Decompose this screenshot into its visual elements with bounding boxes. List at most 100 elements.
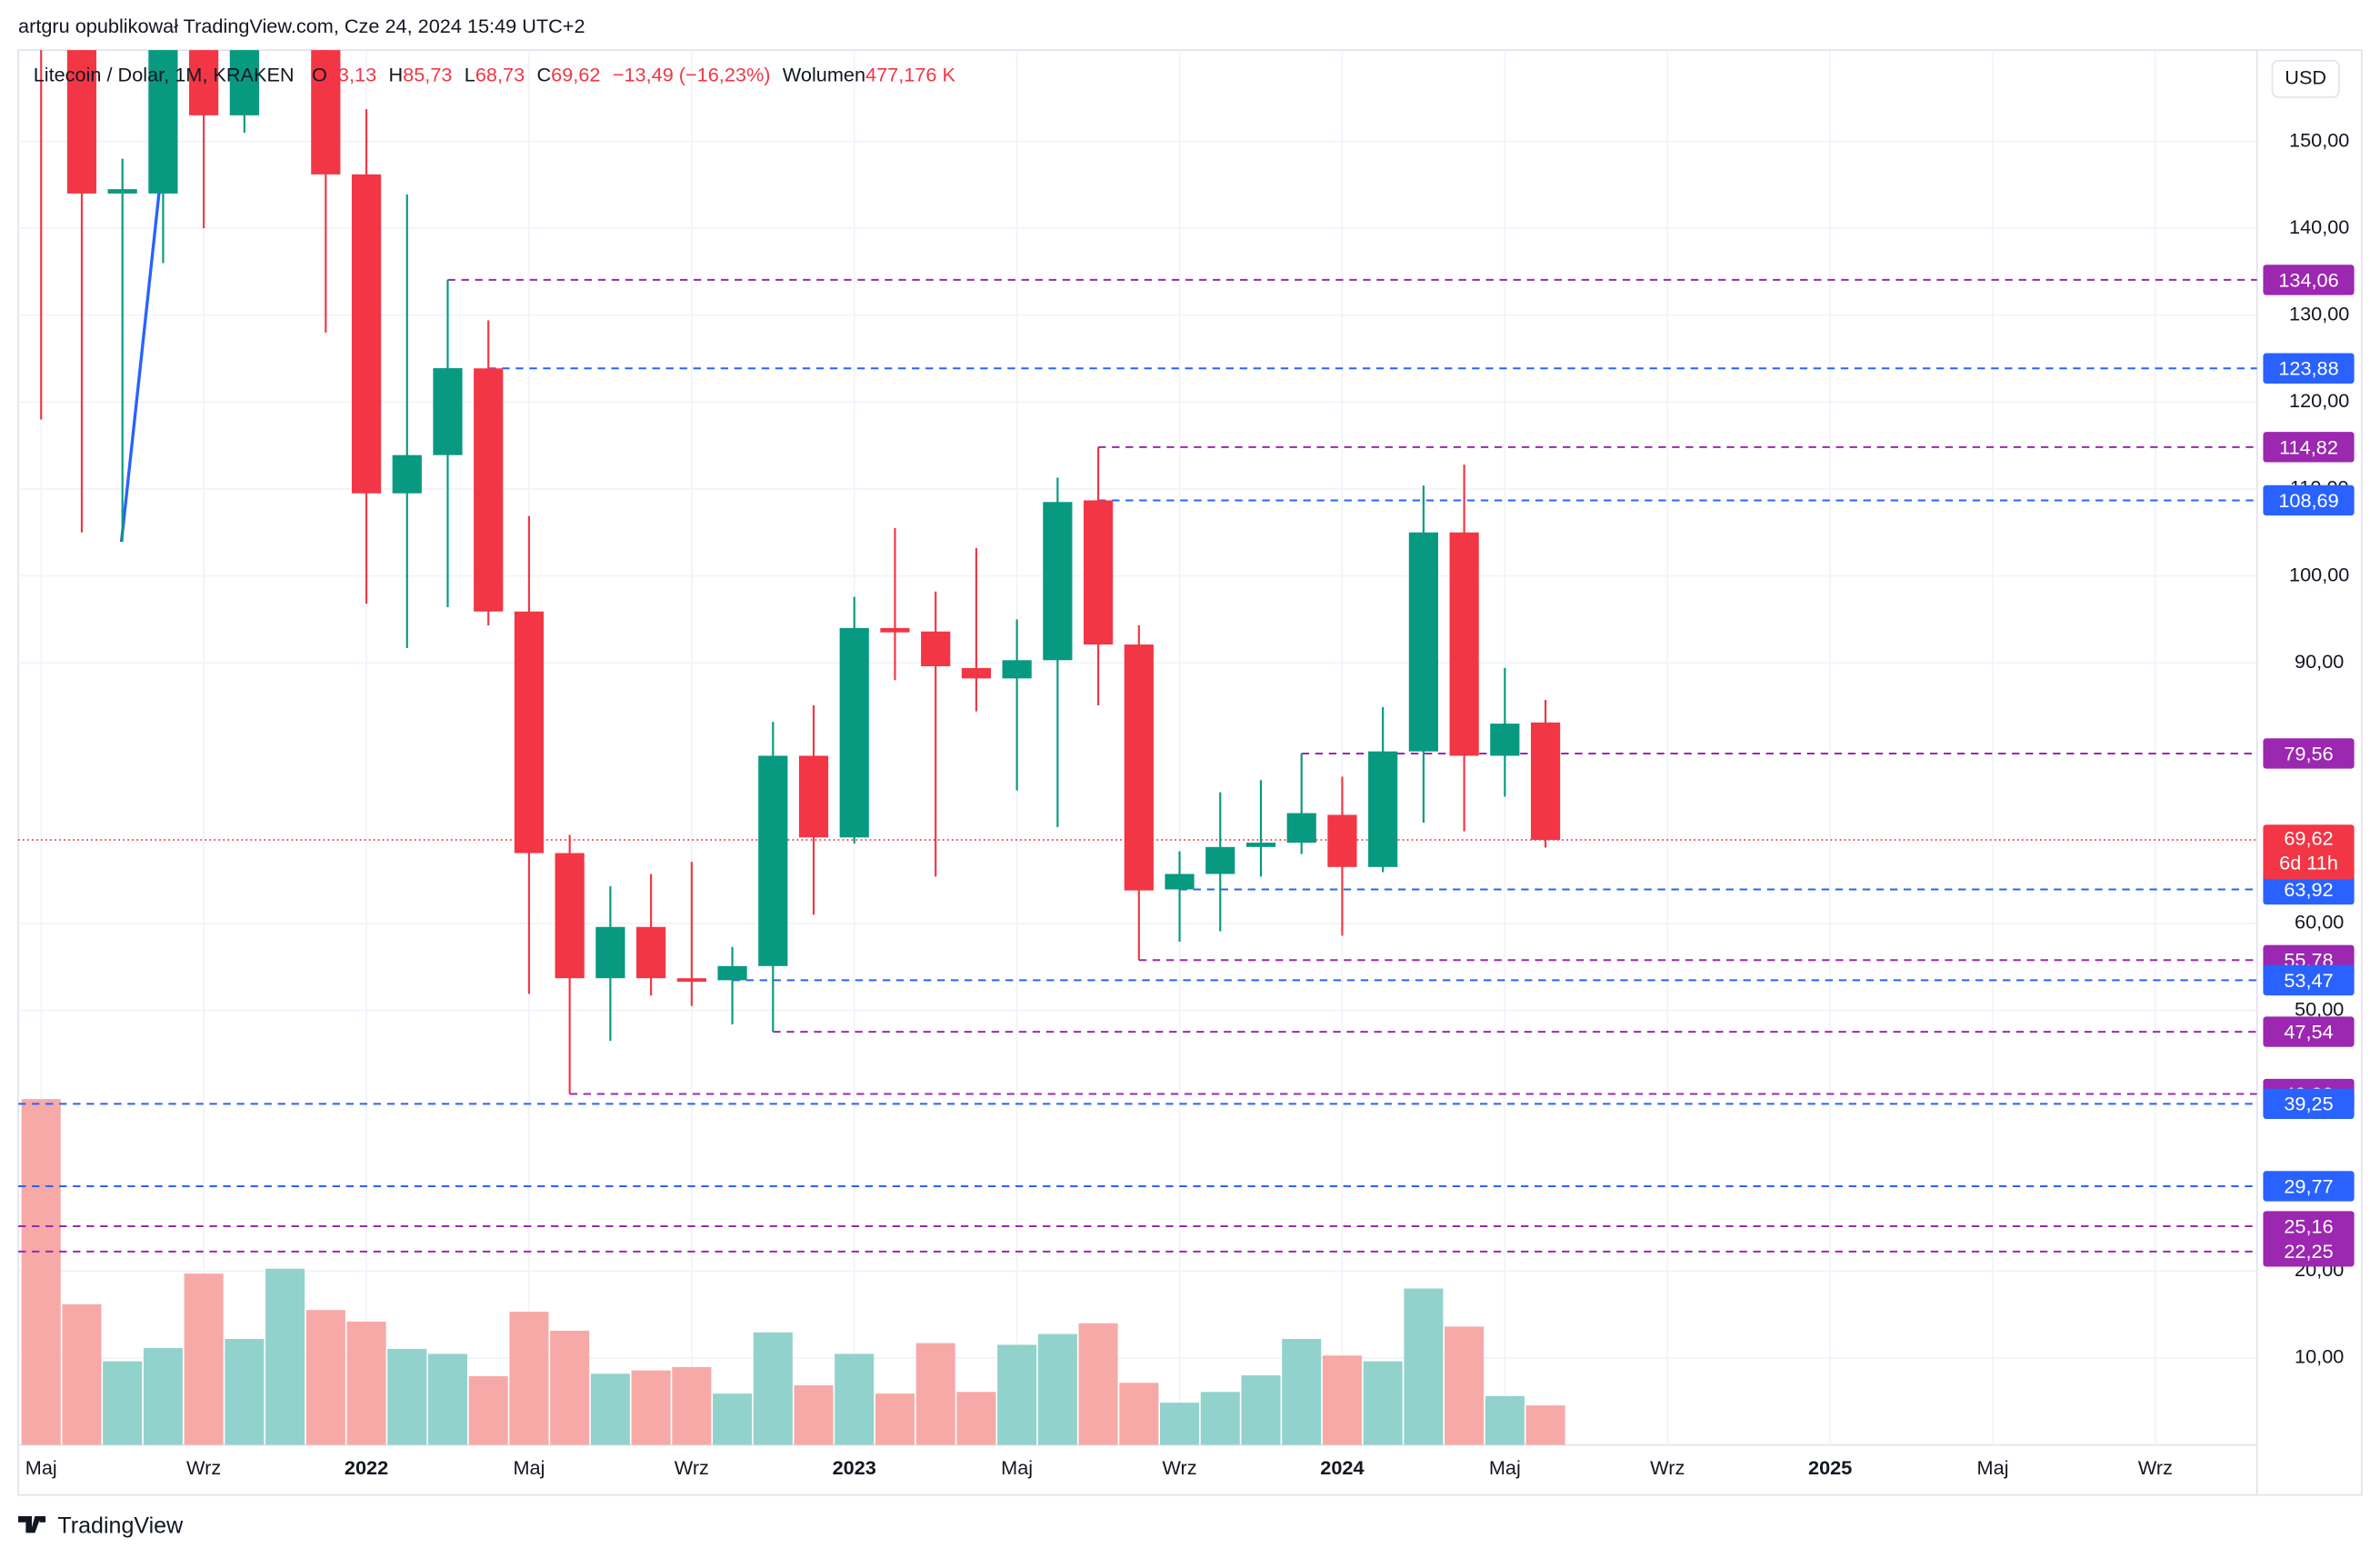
volume-bar bbox=[1363, 1361, 1403, 1445]
y-tick-label: 90,00 bbox=[2295, 650, 2344, 673]
volume-bar bbox=[1160, 1403, 1200, 1445]
legend-key: O bbox=[312, 63, 327, 85]
volume-bar bbox=[1485, 1395, 1525, 1445]
last-price-label: 69,62 bbox=[2284, 827, 2333, 850]
y-tick-label: 150,00 bbox=[2289, 128, 2349, 151]
candle-body bbox=[1165, 874, 1195, 890]
candle-body bbox=[676, 978, 706, 983]
volume-bar bbox=[631, 1370, 671, 1445]
volume-bar bbox=[103, 1361, 143, 1445]
legend-volume-label: Wolumen bbox=[783, 63, 865, 85]
volume-bar bbox=[225, 1339, 265, 1445]
level-tag bbox=[2263, 1088, 2355, 1120]
level-tag-label: 114,82 bbox=[2279, 435, 2338, 458]
y-tick-label: 130,00 bbox=[2289, 302, 2349, 325]
volume-bar bbox=[346, 1321, 386, 1445]
candle-body bbox=[1327, 814, 1357, 867]
level-tag bbox=[2263, 1211, 2355, 1242]
x-tick-label: 2025 bbox=[1808, 1456, 1852, 1479]
chart-frame bbox=[17, 49, 2363, 1496]
candle-body bbox=[1083, 500, 1114, 645]
volume-bar bbox=[21, 1099, 61, 1445]
candle-body bbox=[66, 50, 97, 194]
x-tick-label: Maj bbox=[1977, 1456, 2009, 1479]
candle-body bbox=[961, 667, 992, 679]
candle-body bbox=[636, 926, 666, 979]
volume-bar bbox=[1525, 1405, 1565, 1445]
candle-body bbox=[1368, 751, 1398, 867]
legend-title: Litecoin / Dolar, 1M, KRAKEN bbox=[34, 63, 295, 85]
currency-button[interactable] bbox=[2271, 60, 2340, 98]
candle-body bbox=[107, 189, 137, 194]
volume-bar bbox=[956, 1392, 996, 1445]
level-tag bbox=[2263, 1016, 2355, 1047]
volume-bar bbox=[1445, 1326, 1485, 1445]
header: artgru opublikował TradingView.com, Cze … bbox=[18, 15, 585, 37]
y-tick-label: 50,00 bbox=[2295, 997, 2344, 1020]
candle-body bbox=[1124, 644, 1154, 891]
candle-body bbox=[1002, 660, 1032, 679]
legend-value: 83,13 bbox=[327, 63, 376, 85]
trend-line bbox=[119, 189, 161, 543]
level-tag bbox=[2263, 964, 2355, 996]
y-tick-label: 140,00 bbox=[2289, 215, 2349, 238]
level-tag bbox=[2263, 353, 2355, 384]
legend-key: C bbox=[537, 63, 552, 85]
level-tag bbox=[2263, 265, 2355, 295]
volume-bar bbox=[265, 1268, 305, 1445]
volume-bar bbox=[387, 1348, 427, 1445]
volume-bar bbox=[1404, 1288, 1444, 1445]
volume-bar bbox=[184, 1273, 224, 1445]
y-tick-label: 10,00 bbox=[2295, 1345, 2344, 1368]
candle-body bbox=[1408, 532, 1438, 752]
level-tag-label: 25,16 bbox=[2284, 1214, 2333, 1237]
x-tick-label: Maj bbox=[1001, 1456, 1033, 1479]
tag-layer: 134,06123,88114,82108,6979,5663,9255,785… bbox=[2263, 265, 2355, 1267]
level-tag bbox=[2263, 1171, 2355, 1202]
level-tag-label: 63,92 bbox=[2284, 878, 2333, 901]
volume-bar bbox=[1282, 1339, 1322, 1445]
volume-bar bbox=[915, 1343, 955, 1445]
volume-bar bbox=[590, 1373, 630, 1445]
legend-key: H bbox=[389, 63, 404, 85]
legend: Litecoin / Dolar, 1M, KRAKEN O83,13 H85,7… bbox=[34, 63, 956, 85]
level-tag-label: 22,25 bbox=[2284, 1240, 2333, 1263]
x-tick-label: Maj bbox=[1489, 1456, 1521, 1479]
volume-bar bbox=[1078, 1323, 1118, 1445]
level-layer bbox=[18, 278, 2257, 1253]
candle-body bbox=[1205, 846, 1235, 874]
candle-body bbox=[229, 50, 259, 115]
logo: TradingView bbox=[18, 1513, 184, 1538]
level-tag-label: 79,56 bbox=[2284, 742, 2333, 764]
candle-body bbox=[1449, 532, 1479, 756]
volume-bar bbox=[713, 1393, 753, 1445]
x-tick-label: 2023 bbox=[833, 1456, 876, 1479]
legend-key: L bbox=[465, 63, 475, 85]
volume-bar bbox=[835, 1353, 875, 1445]
currency[interactable]: USD bbox=[2285, 66, 2326, 89]
volume-bar bbox=[875, 1393, 915, 1445]
volume-bar bbox=[997, 1344, 1037, 1445]
countdown: 6d 11h bbox=[2279, 851, 2338, 874]
level-tag bbox=[2263, 874, 2355, 905]
x-tick-label: Wrz bbox=[2138, 1456, 2173, 1479]
level-tag-label: 134,06 bbox=[2278, 268, 2338, 291]
level-tag-label: 29,77 bbox=[2284, 1174, 2333, 1197]
level-tag bbox=[2263, 484, 2355, 516]
volume-bar bbox=[143, 1348, 183, 1445]
legend-value: 68,73 bbox=[475, 63, 525, 85]
volume-bar bbox=[753, 1332, 793, 1445]
candle-body bbox=[921, 631, 951, 666]
axis-layer: 10,0020,0050,0060,0090,00100,00110,00120… bbox=[25, 128, 2350, 1479]
volume-bar bbox=[1119, 1383, 1159, 1445]
candle-body bbox=[351, 174, 382, 494]
candle-body bbox=[595, 926, 625, 979]
y-tick-label: 100,00 bbox=[2289, 563, 2349, 585]
candle-body bbox=[1530, 722, 1561, 840]
level-tag bbox=[2263, 738, 2355, 769]
candle-body bbox=[433, 368, 463, 455]
level-tag-label: 123,88 bbox=[2278, 357, 2338, 380]
